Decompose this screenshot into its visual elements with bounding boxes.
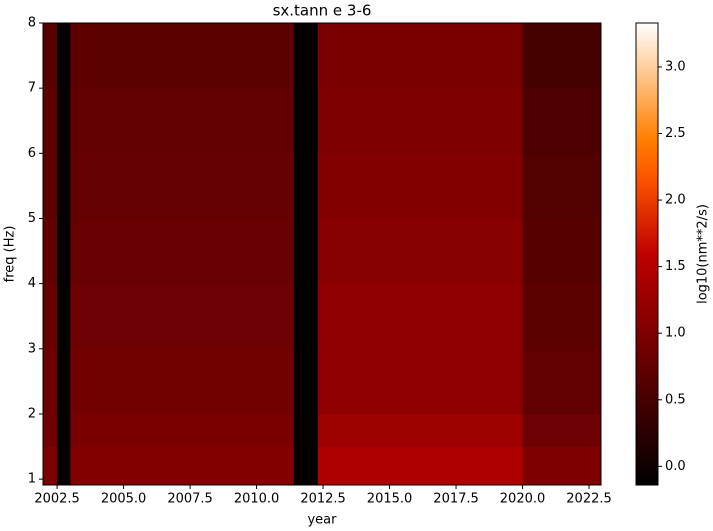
heatmap-cell (43, 283, 58, 350)
x-tick-label: 2010.0 (234, 492, 280, 507)
heatmap-cell (317, 348, 524, 415)
chart-title: sx.tann e 3-6 (273, 2, 372, 20)
heatmap-cell (70, 283, 295, 350)
x-tick-label: 2005.0 (101, 492, 147, 507)
colorbar-tick-label: 2.0 (665, 193, 686, 208)
heatmap-cell (43, 348, 58, 415)
heatmap-cell (317, 153, 524, 219)
heatmap-cell (293, 413, 319, 448)
x-tick-label: 2012.5 (300, 492, 346, 507)
colorbar (635, 22, 659, 486)
heatmap-cell (57, 413, 71, 448)
heatmap-cell (57, 88, 71, 154)
heatmap-cell (522, 283, 602, 350)
heatmap-cell (70, 413, 295, 448)
heatmap-cell (43, 153, 58, 219)
heatmap-cell (43, 88, 58, 154)
heatmap-cell (293, 88, 319, 154)
y-tick-label: 8 (28, 16, 36, 31)
heatmap-cell (70, 23, 295, 89)
heatmap-cell (522, 413, 602, 448)
y-tick-label: 5 (28, 211, 36, 226)
heatmap-cell (293, 446, 319, 486)
y-tick-label: 7 (28, 81, 36, 96)
heatmap-cell (293, 23, 319, 89)
x-tick-label: 2020.0 (500, 492, 546, 507)
colorbar-tick-label: 3.0 (665, 59, 686, 74)
colorbar-tick-label: 0.0 (665, 459, 686, 474)
colorbar-tick-label: 2.5 (665, 126, 686, 141)
x-tick-label: 2015.0 (367, 492, 413, 507)
x-tick-label: 2007.5 (167, 492, 213, 507)
heatmap-cell (317, 413, 524, 448)
y-tick-label: 3 (28, 341, 36, 356)
heatmap-cell (57, 218, 71, 285)
heatmap-cell (70, 153, 295, 219)
heatmap-cell (317, 218, 524, 285)
heatmap-cell (522, 153, 602, 219)
colorbar-tick-label: 1.5 (665, 259, 686, 274)
heatmap-cell (57, 153, 71, 219)
heatmap-cell (43, 446, 58, 486)
plot-frame (42, 22, 602, 486)
colorbar-tick-label: 0.5 (665, 392, 686, 407)
y-tick-label: 1 (28, 472, 36, 487)
heatmap-cell (317, 23, 524, 89)
heatmap-cell (70, 218, 295, 285)
x-tick-label: 2017.5 (433, 492, 479, 507)
heatmap-cell (293, 218, 319, 285)
y-tick-label: 2 (28, 406, 36, 421)
heatmap-cell (317, 446, 524, 486)
heatmap-cell (522, 218, 602, 285)
heatmap-cell (522, 446, 602, 486)
heatmap-cell (522, 88, 602, 154)
heatmap-cell (293, 348, 319, 415)
heatmap-cell (70, 348, 295, 415)
colorbar-label: log10(nm**2/s) (696, 204, 711, 304)
x-tick-label: 2002.5 (34, 492, 80, 507)
x-axis-label: year (307, 513, 337, 528)
heatmap-cell (70, 88, 295, 154)
heatmap-cell (293, 283, 319, 350)
heatmap-cell (317, 283, 524, 350)
heatmap-cell (43, 23, 58, 89)
heatmap-cell (70, 446, 295, 486)
heatmap-cell (57, 348, 71, 415)
y-axis-label: freq (Hz) (3, 226, 18, 283)
heatmap-cell (43, 218, 58, 285)
heatmap-cell (57, 23, 71, 89)
heatmap-cell (522, 348, 602, 415)
heatmap-cell (43, 413, 58, 448)
heatmap-cell (293, 153, 319, 219)
heatmap-cell (522, 23, 602, 89)
x-tick-label: 2022.5 (566, 492, 612, 507)
y-tick-label: 4 (28, 276, 36, 291)
heatmap-cell (317, 88, 524, 154)
heatmap-cell (57, 283, 71, 350)
heatmap-cell (57, 446, 71, 486)
colorbar-tick-label: 1.0 (665, 326, 686, 341)
y-tick-label: 6 (28, 146, 36, 161)
